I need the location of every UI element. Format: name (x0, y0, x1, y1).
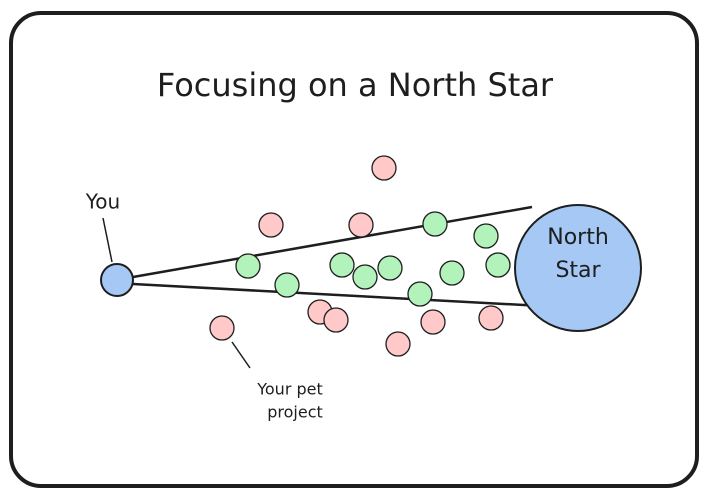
cone-edge (132, 282, 543, 308)
pet-label: project (267, 403, 323, 422)
green-dot (407, 281, 433, 307)
green-dot (329, 252, 355, 278)
red-dot (323, 307, 349, 333)
cone (132, 205, 543, 308)
red-dot (420, 309, 446, 335)
you-circle (100, 263, 134, 297)
green-dot (422, 211, 448, 237)
you-pointer (102, 217, 113, 263)
green-dot (473, 223, 499, 249)
frame (9, 11, 699, 488)
pet-label: Your pet (256, 380, 323, 399)
title: Focusing on a North Star (157, 66, 554, 104)
north-star-circle (514, 204, 642, 332)
green-dot (274, 272, 300, 298)
red-dot (348, 212, 374, 238)
green-dot (377, 255, 403, 281)
pet-pointer (231, 341, 251, 369)
aligned-projects (235, 211, 511, 307)
north-star-label: North (547, 225, 609, 250)
red-dot (371, 155, 397, 181)
north-star-label: Star (555, 258, 601, 283)
cone-edge (132, 205, 533, 279)
pet-projects (209, 155, 504, 357)
red-dot (385, 331, 411, 357)
green-dot (235, 253, 261, 279)
red-dot (209, 315, 235, 341)
red-dot (478, 305, 504, 331)
green-dot (485, 252, 511, 278)
green-dot (352, 264, 378, 290)
you-label: You (85, 190, 120, 214)
green-dot (439, 260, 465, 286)
red-dot (258, 212, 284, 238)
